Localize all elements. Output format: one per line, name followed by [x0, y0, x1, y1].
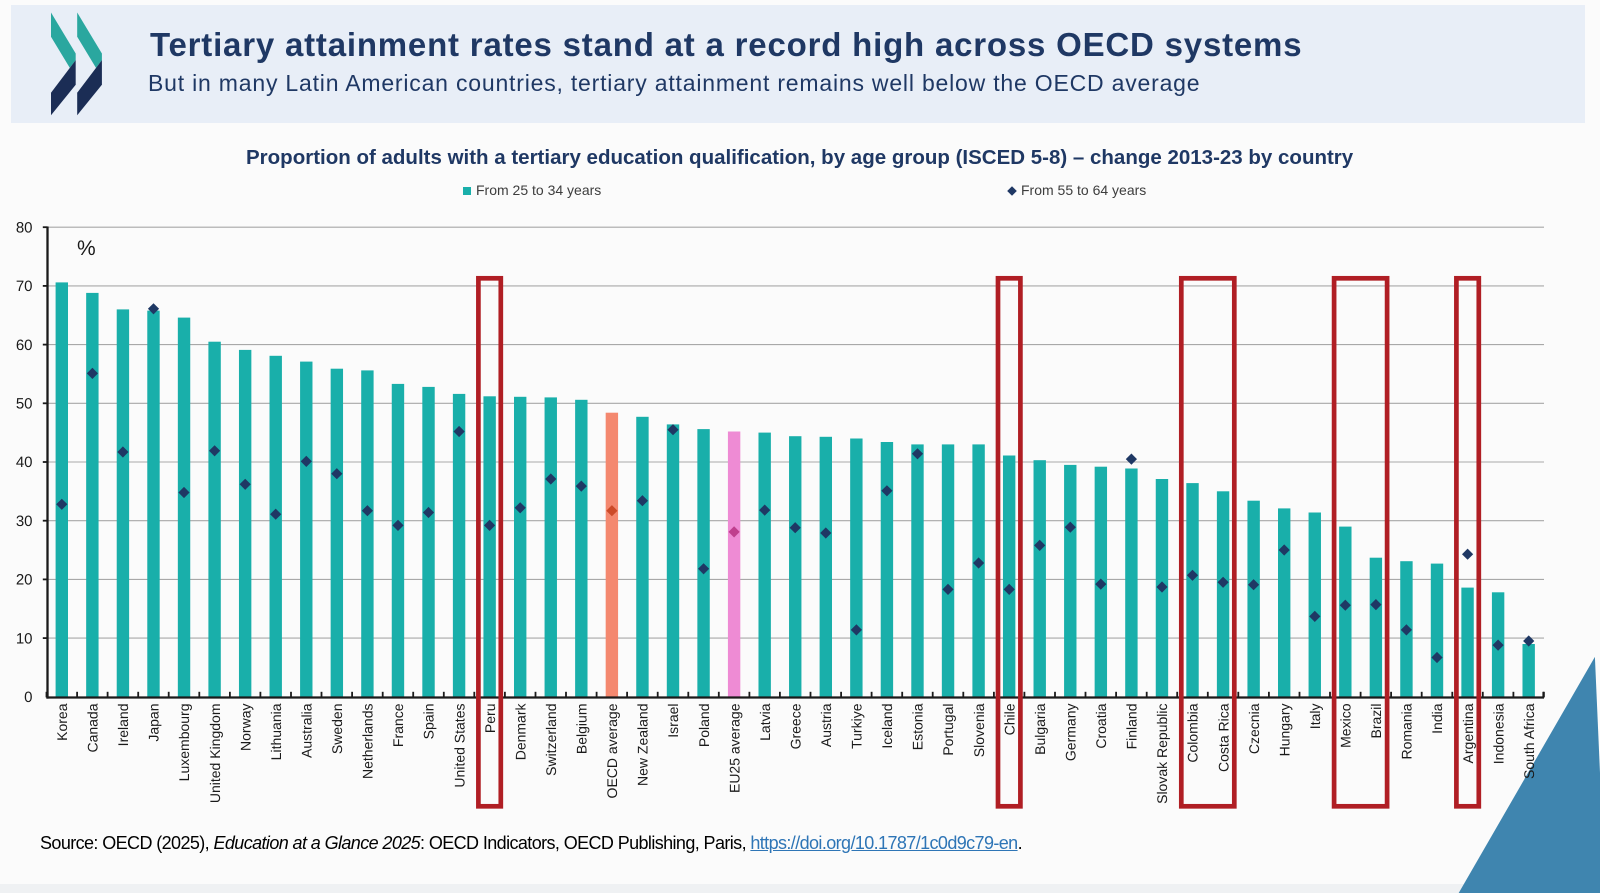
- svg-text:France: France: [390, 703, 406, 747]
- svg-text:Colombia: Colombia: [1185, 703, 1201, 762]
- svg-text:Ireland: Ireland: [115, 704, 131, 747]
- svg-text:Romania: Romania: [1399, 703, 1415, 759]
- svg-text:50: 50: [16, 396, 33, 413]
- svg-text:India: India: [1429, 703, 1445, 734]
- svg-text:Sweden: Sweden: [329, 704, 345, 755]
- svg-text:Spain: Spain: [421, 704, 437, 740]
- svg-text:Turkiye: Turkiye: [849, 703, 865, 749]
- svg-text:Latvia: Latvia: [757, 703, 773, 741]
- svg-text:United States: United States: [451, 704, 467, 788]
- svg-text:Costa Rica: Costa Rica: [1215, 703, 1231, 772]
- svg-text:Indonesia: Indonesia: [1490, 703, 1506, 764]
- svg-text:80: 80: [16, 219, 33, 236]
- svg-text:10: 10: [16, 630, 33, 647]
- svg-text:70: 70: [16, 278, 33, 295]
- svg-text:30: 30: [16, 513, 33, 530]
- svg-text:60: 60: [16, 337, 33, 354]
- svg-text:%: %: [77, 237, 96, 260]
- svg-text:Belgium: Belgium: [574, 704, 590, 755]
- svg-text:Iceland: Iceland: [879, 704, 895, 749]
- svg-text:Japan: Japan: [146, 704, 162, 742]
- svg-text:Greece: Greece: [787, 703, 803, 749]
- svg-text:EU25 average: EU25 average: [726, 703, 742, 793]
- svg-text:Korea: Korea: [54, 703, 70, 741]
- svg-text:Netherlands: Netherlands: [360, 704, 376, 780]
- svg-text:Australia: Australia: [299, 703, 315, 758]
- svg-text:Canada: Canada: [85, 703, 101, 752]
- svg-text:Luxembourg: Luxembourg: [176, 704, 192, 782]
- svg-text:Czecnia: Czecnia: [1246, 703, 1262, 754]
- svg-text:United Kingdom: United Kingdom: [207, 704, 223, 804]
- svg-text:Slovenia: Slovenia: [971, 703, 987, 757]
- svg-text:Switzerland: Switzerland: [543, 704, 559, 776]
- svg-text:New Zealand: New Zealand: [635, 704, 651, 787]
- svg-text:Lithuania: Lithuania: [268, 703, 284, 760]
- svg-text:Portugal: Portugal: [940, 704, 956, 756]
- svg-text:Denmark: Denmark: [512, 703, 528, 761]
- svg-text:OECD average: OECD average: [604, 703, 620, 798]
- svg-text:Estonia: Estonia: [910, 703, 926, 750]
- svg-text:Chile: Chile: [1001, 703, 1017, 735]
- svg-text:Peru: Peru: [482, 704, 498, 734]
- svg-text:Croatia: Croatia: [1093, 703, 1109, 748]
- svg-text:Italy: Italy: [1307, 704, 1323, 730]
- svg-text:Slovak Republic: Slovak Republic: [1154, 704, 1170, 804]
- svg-text:Brazil: Brazil: [1368, 704, 1384, 739]
- svg-text:Finland: Finland: [1124, 704, 1140, 750]
- svg-text:0: 0: [24, 689, 32, 706]
- svg-text:Hungary: Hungary: [1276, 704, 1292, 757]
- svg-text:Mexico: Mexico: [1338, 703, 1354, 748]
- svg-text:20: 20: [16, 572, 33, 589]
- svg-text:Germany: Germany: [1063, 704, 1079, 762]
- svg-text:South Africa: South Africa: [1521, 703, 1537, 779]
- svg-text:40: 40: [16, 454, 33, 471]
- svg-text:Israel: Israel: [665, 704, 681, 738]
- svg-text:Bulgaria: Bulgaria: [1032, 703, 1048, 755]
- svg-text:Norway: Norway: [237, 704, 253, 751]
- svg-text:Austria: Austria: [818, 703, 834, 747]
- svg-text:Poland: Poland: [696, 704, 712, 748]
- svg-text:Argentina: Argentina: [1460, 703, 1476, 763]
